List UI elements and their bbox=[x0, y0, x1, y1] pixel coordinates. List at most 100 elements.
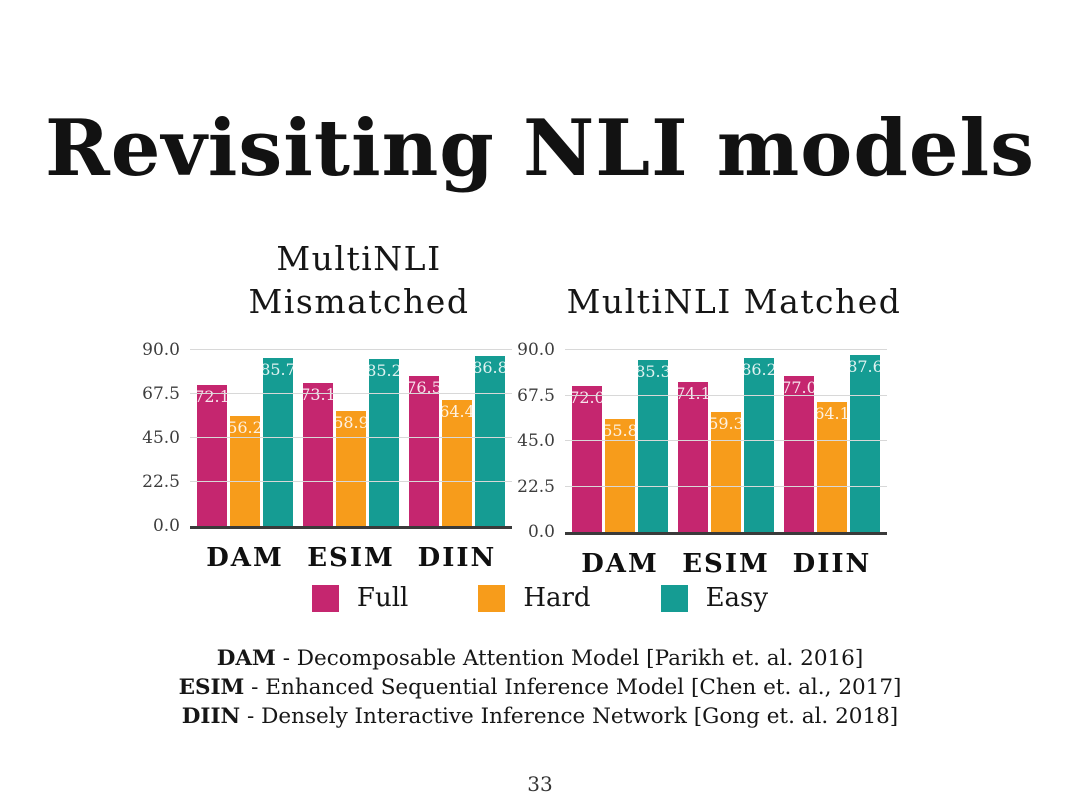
y-axis: 90.0 67.5 45.0 22.5 0.0 bbox=[513, 340, 565, 542]
y-tick-label: 45.0 bbox=[142, 428, 180, 448]
footnote-diin: DIIN - Densely Interactive Inference Net… bbox=[0, 702, 1080, 731]
bar-value-label: 76.5 bbox=[406, 378, 442, 398]
footnote-abbr-esim: ESIM bbox=[178, 675, 245, 700]
bar-value-label: 72.0 bbox=[569, 388, 605, 408]
bar-hard-dam: 55.8 bbox=[602, 419, 638, 532]
bar-value-label: 85.7 bbox=[260, 360, 296, 380]
bar-value-label: 58.9 bbox=[333, 412, 369, 432]
footnote-esim: ESIM - Enhanced Sequential Inference Mod… bbox=[0, 673, 1080, 702]
bar-value-label: 56.2 bbox=[227, 418, 263, 438]
y-tick-label: 22.5 bbox=[517, 476, 555, 497]
footnote-abbr-diin: DIIN bbox=[181, 704, 241, 729]
bar-full-diin: 76.5 bbox=[406, 376, 442, 526]
bar-hard-esim: 58.9 bbox=[333, 410, 369, 526]
bar-group-dam: 72.1 56.2 85.7 bbox=[194, 350, 296, 526]
bar-easy-diin: 87.6 bbox=[847, 354, 883, 532]
model-footnotes: DAM - Decomposable Attention Model [Pari… bbox=[0, 644, 1080, 731]
footnote-dam: DAM - Decomposable Attention Model [Pari… bbox=[0, 644, 1080, 673]
bar-full-dam: 72.1 bbox=[194, 385, 230, 526]
footnote-text-diin: - Densely Interactive Inference Network … bbox=[240, 704, 899, 729]
bar-value-label: 73.1 bbox=[300, 385, 336, 405]
legend-item-easy: Easy bbox=[660, 583, 769, 613]
y-tick-label: 0.0 bbox=[152, 516, 180, 536]
footnote-abbr-dam: DAM bbox=[216, 646, 276, 671]
plot-area: 72.0 55.8 85.3 74.1 59.3 86.2 77.0 64.1 87.6 bbox=[565, 349, 887, 535]
gridline bbox=[190, 349, 512, 350]
bar-easy-diin: 86.8 bbox=[472, 356, 508, 526]
bar-value-label: 74.1 bbox=[675, 384, 711, 404]
bar-group-diin: 77.0 64.1 87.6 bbox=[781, 350, 883, 532]
bar-full-esim: 73.1 bbox=[300, 383, 336, 526]
legend-swatch-full bbox=[311, 584, 339, 612]
footnote-text-dam: - Decomposable Attention Model [Parikh e… bbox=[275, 646, 864, 671]
bar-value-label: 64.1 bbox=[814, 404, 850, 424]
bar-value-label: 87.6 bbox=[847, 356, 883, 376]
x-label-esim: ESIM bbox=[307, 543, 395, 573]
bar-value-label: 55.8 bbox=[602, 421, 638, 441]
x-label-diin: DIIN bbox=[417, 543, 497, 573]
plot-row: 90.0 67.5 45.0 22.5 0.0 72.1 56.2 85.7 73.1 58.9… bbox=[138, 340, 528, 536]
legend-item-hard: Hard bbox=[478, 583, 591, 613]
legend-item-full: Full bbox=[311, 583, 409, 613]
bar-value-label: 77.0 bbox=[781, 378, 817, 398]
bar-easy-dam: 85.7 bbox=[260, 358, 296, 526]
gridline bbox=[565, 485, 887, 487]
bar-hard-dam: 56.2 bbox=[227, 416, 263, 526]
legend-label-full: Full bbox=[356, 583, 409, 613]
bar-group-dam: 72.0 55.8 85.3 bbox=[569, 350, 671, 532]
chart-title-matched: MultiNLI Matched bbox=[566, 282, 902, 322]
x-label-esim: ESIM bbox=[682, 549, 770, 579]
bar-value-label: 86.8 bbox=[472, 358, 508, 378]
bar-full-dam: 72.0 bbox=[569, 386, 605, 532]
bar-value-label: 72.1 bbox=[194, 387, 230, 407]
bar-value-label: 86.2 bbox=[741, 359, 777, 379]
x-label-dam: DAM bbox=[206, 543, 284, 573]
footnote-text-esim: - Enhanced Sequential Inference Model [C… bbox=[244, 675, 902, 700]
slide-title: Revisiting NLI models bbox=[44, 103, 1036, 195]
bar-groups: 72.0 55.8 85.3 74.1 59.3 86.2 77.0 64.1 87.6 bbox=[565, 350, 887, 532]
gridline bbox=[565, 394, 887, 396]
bar-easy-esim: 86.2 bbox=[741, 357, 777, 532]
bar-group-esim: 73.1 58.9 85.2 bbox=[300, 350, 402, 526]
bar-value-label: 59.3 bbox=[708, 414, 744, 434]
bar-groups: 72.1 56.2 85.7 73.1 58.9 85.2 76.5 64.4 86.8 bbox=[190, 350, 512, 526]
bar-hard-diin: 64.1 bbox=[814, 402, 850, 532]
page-number: 33 bbox=[527, 772, 553, 796]
bar-full-diin: 77.0 bbox=[781, 376, 817, 532]
bar-full-esim: 74.1 bbox=[675, 382, 711, 532]
gridline bbox=[190, 481, 512, 482]
chart-title-mismatched: MultiNLI Mismatched bbox=[248, 239, 470, 322]
bar-group-diin: 76.5 64.4 86.8 bbox=[406, 350, 508, 526]
bar-value-label: 64.4 bbox=[439, 402, 475, 422]
x-label-diin: DIIN bbox=[792, 549, 872, 579]
bar-hard-diin: 64.4 bbox=[439, 400, 475, 526]
bar-value-label: 85.3 bbox=[635, 361, 671, 381]
y-tick-label: 67.5 bbox=[142, 384, 180, 404]
legend-swatch-easy bbox=[660, 584, 688, 612]
chart-legend: Full Hard Easy bbox=[0, 583, 1080, 613]
plot-area: 72.1 56.2 85.7 73.1 58.9 85.2 76.5 64.4 86.8 bbox=[190, 349, 512, 529]
x-label-dam: DAM bbox=[581, 549, 659, 579]
y-tick-label: 90.0 bbox=[142, 340, 180, 360]
y-tick-label: 22.5 bbox=[142, 472, 180, 492]
legend-label-hard: Hard bbox=[523, 583, 591, 613]
bar-hard-esim: 59.3 bbox=[708, 412, 744, 532]
bar-group-esim: 74.1 59.3 86.2 bbox=[675, 350, 777, 532]
bar-easy-esim: 85.2 bbox=[366, 359, 402, 526]
legend-label-easy: Easy bbox=[705, 583, 769, 613]
gridline bbox=[565, 440, 887, 441]
bar-easy-dam: 85.3 bbox=[635, 359, 671, 532]
y-tick-label: 45.0 bbox=[517, 431, 555, 451]
gridline bbox=[565, 349, 887, 350]
chart-multinli-mismatched: MultiNLI Mismatched 90.0 67.5 45.0 22.5 0.0 … bbox=[138, 236, 528, 573]
gridline bbox=[190, 437, 512, 438]
legend-swatch-hard bbox=[478, 584, 506, 612]
y-tick-label: 67.5 bbox=[517, 385, 555, 406]
plot-row: 90.0 67.5 45.0 22.5 0.0 72.0 55.8 85.3 74.1 59.3… bbox=[513, 340, 903, 542]
x-axis-labels: DAM ESIM DIIN bbox=[565, 549, 887, 579]
chart-multinli-matched: MultiNLI Matched 90.0 67.5 45.0 22.5 0.0 72.… bbox=[513, 236, 903, 579]
y-axis: 90.0 67.5 45.0 22.5 0.0 bbox=[138, 340, 190, 536]
x-axis-labels: DAM ESIM DIIN bbox=[190, 543, 512, 573]
y-tick-label: 0.0 bbox=[527, 522, 555, 542]
